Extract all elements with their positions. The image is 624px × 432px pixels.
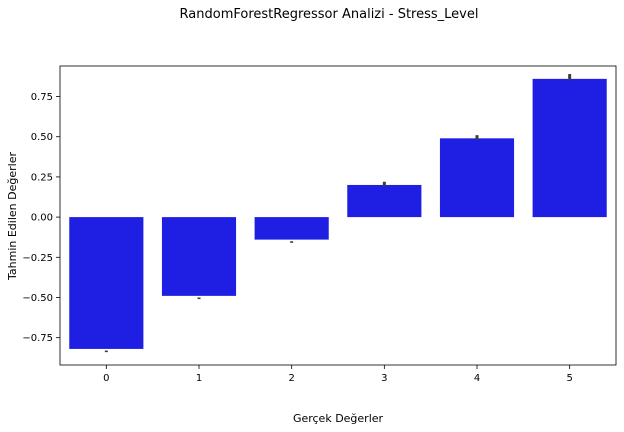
bar-1 xyxy=(162,217,236,296)
bar-2 xyxy=(255,217,329,240)
x-tick-label: 2 xyxy=(288,373,294,384)
y-tick-label: −0.75 xyxy=(22,333,53,344)
x-axis-label: Gerçek Değerler xyxy=(293,412,384,425)
x-tick-label: 0 xyxy=(103,373,109,384)
y-tick-label: −0.50 xyxy=(22,293,53,304)
y-tick-label: 0.75 xyxy=(31,92,53,103)
bar-0 xyxy=(69,217,143,349)
y-tick-label: 0.00 xyxy=(31,213,53,224)
y-tick-label: −0.25 xyxy=(22,253,53,264)
y-tick-label: 0.25 xyxy=(31,172,53,183)
bar-5 xyxy=(533,79,607,217)
x-tick-label: 4 xyxy=(474,373,480,384)
bar-3 xyxy=(347,185,421,217)
chart-title: RandomForestRegressor Analizi - Stress_L… xyxy=(180,7,479,22)
y-axis-label: Tahmin Edilen Değerler xyxy=(6,152,19,281)
bar-4 xyxy=(440,138,514,217)
y-tick-label: 0.50 xyxy=(31,132,53,143)
x-tick-label: 1 xyxy=(196,373,202,384)
x-tick-label: 5 xyxy=(566,373,572,384)
x-tick-label: 3 xyxy=(381,373,387,384)
